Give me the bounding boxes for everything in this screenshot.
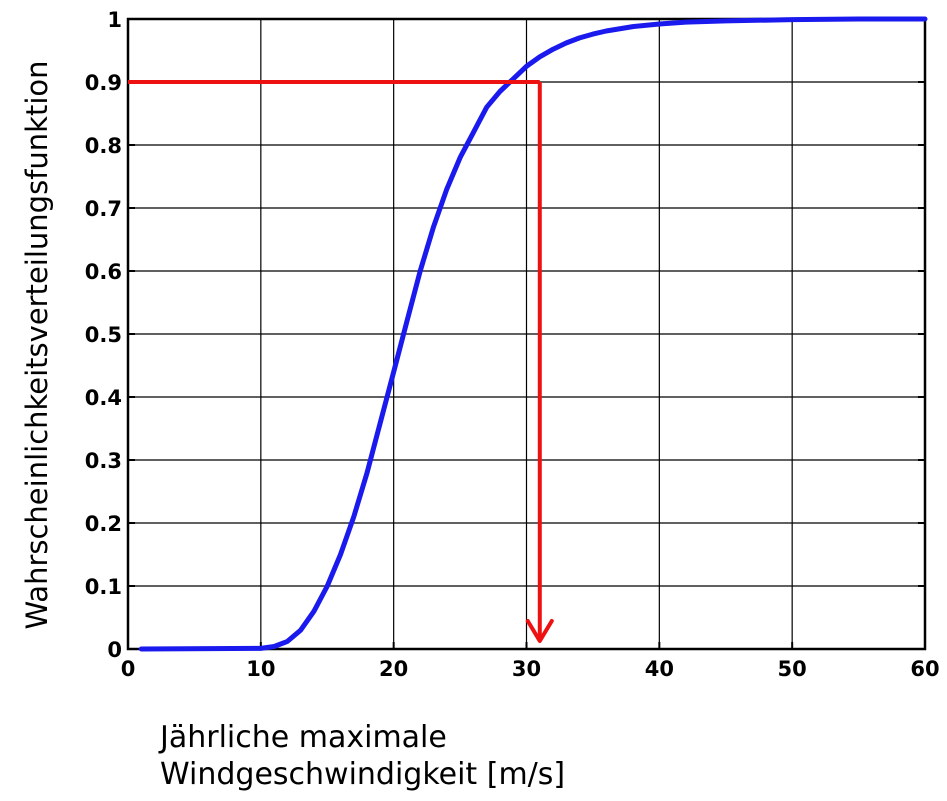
x-tick-label: 60: [910, 657, 939, 681]
y-tick-label: 0.7: [85, 197, 122, 221]
y-tick-label: 0.6: [85, 260, 122, 284]
tick-labels: 0 10 20 30 40 50 60 0 0.1 0.2 0.3 0.4 0.5 0.6 0.7 0.8 0.…: [85, 8, 940, 681]
y-tick-label: 0.1: [85, 575, 122, 599]
x-tick-label: 10: [246, 657, 275, 681]
quantile-arrowhead: [525, 619, 554, 643]
cdf-series-line: [138, 16, 928, 652]
y-tick-label: 1: [107, 8, 122, 32]
grid: [128, 19, 925, 649]
x-tick-label: 20: [379, 657, 408, 681]
y-axis-label: Wahrscheinlichkeitsverteilungsfunktion: [20, 60, 54, 629]
x-tick-label: 50: [778, 657, 807, 681]
y-tick-label: 0.8: [85, 134, 122, 158]
y-tick-label: 0.2: [85, 512, 122, 536]
x-axis-label-line-2: Windgeschwindigkeit [m/s]: [160, 757, 566, 792]
y-tick-label: 0: [107, 638, 122, 662]
y-tick-label: 0.9: [85, 71, 122, 95]
x-tick-label: 40: [645, 657, 674, 681]
x-tick-label: 30: [512, 657, 541, 681]
y-tick-label: 0.5: [85, 323, 122, 347]
quantile-annotation: [128, 80, 554, 643]
x-tick-label: 0: [121, 657, 136, 681]
x-axis-label-line-1: Jährliche maximale: [160, 720, 447, 755]
y-tick-label: 0.4: [85, 386, 122, 410]
y-tick-label: 0.3: [85, 449, 122, 473]
